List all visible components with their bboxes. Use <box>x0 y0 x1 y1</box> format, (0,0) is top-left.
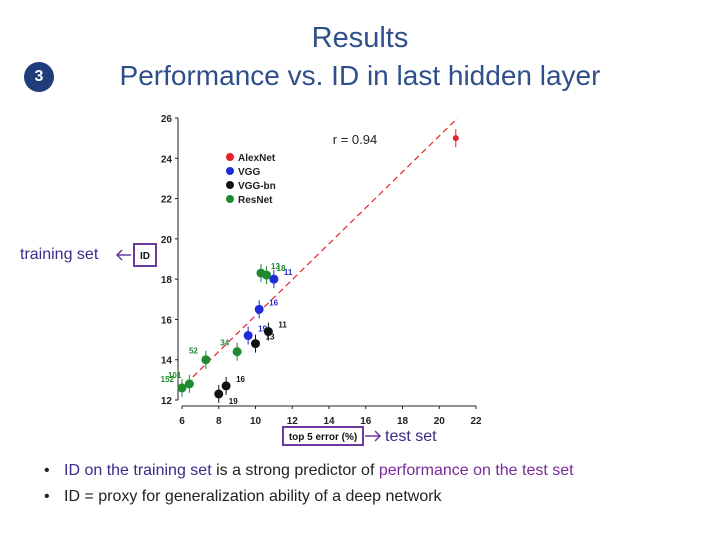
bullet-list: • ID on the training set is a strong pred… <box>44 462 574 514</box>
x-tick-label: 16 <box>360 416 372 427</box>
x-tick-label: 12 <box>287 416 299 427</box>
legend-marker <box>226 181 234 189</box>
y-tick-label: 24 <box>161 154 173 165</box>
slide-subtitle: Performance vs. ID in last hidden layer <box>119 60 601 91</box>
legend-label: VGG-bn <box>238 181 276 192</box>
x-tick-label: 8 <box>216 416 222 427</box>
legend-marker <box>226 167 234 175</box>
x-tick-label: 20 <box>434 416 446 427</box>
arrow-right-icon <box>365 430 382 442</box>
legend-marker <box>226 153 234 161</box>
arrow-left-icon <box>115 249 131 261</box>
x-tick-label: 6 <box>179 416 185 427</box>
point-label: 152 <box>161 375 175 384</box>
bullet-1-part-2: is a strong predictor of <box>211 462 379 479</box>
point-vgg-bn <box>221 381 231 391</box>
point-label: 18 <box>277 264 286 273</box>
xlabel: top 5 error (%) <box>289 432 357 443</box>
trend-line <box>185 117 459 385</box>
ylabel: ID <box>140 251 150 262</box>
bullet-1-part-3: performance on the test set <box>378 462 574 479</box>
chart-ticks: 12 14 16 18 20 22 24 26 6 8 10 12 14 16 18 20 22 <box>161 114 482 427</box>
point-label: 101 <box>168 371 182 380</box>
chart-axes <box>177 118 476 407</box>
point-vgg-bn <box>251 339 260 349</box>
point-vgg <box>269 274 279 284</box>
point-label: 11 <box>284 268 293 277</box>
point-vgg-bn <box>214 389 224 399</box>
point-alexnet <box>452 135 459 142</box>
point-label: 16 <box>269 298 278 307</box>
legend-marker <box>226 195 234 203</box>
legend-label: VGG <box>238 167 260 178</box>
point-label: 13 <box>266 333 275 342</box>
point-label: 11 <box>278 321 287 330</box>
ylabel-box <box>133 243 157 267</box>
legend-label: AlexNet <box>238 153 276 164</box>
y-tick-label: 20 <box>161 235 173 246</box>
bullet-item: • ID = proxy for generalization ability o… <box>44 488 442 505</box>
point-resnet <box>201 355 211 365</box>
point-vgg <box>254 304 264 314</box>
y-tick-label: 22 <box>161 195 173 206</box>
point-resnet <box>184 379 194 389</box>
slide-title: Results <box>311 22 409 54</box>
x-tick-label: 10 <box>250 416 262 427</box>
point-label: 13 <box>271 262 280 271</box>
y-tick-label: 16 <box>161 315 173 326</box>
point-resnet <box>177 383 187 393</box>
x-tick-label: 14 <box>323 416 335 427</box>
y-tick-label: 26 <box>161 114 173 125</box>
bullet-2-text: ID = proxy for generalization ability of… <box>64 488 442 505</box>
test-set-label: test set <box>385 428 437 445</box>
x-tick-label: 18 <box>397 416 409 427</box>
bullet-item: • ID on the training set is a strong pred… <box>44 462 574 479</box>
xlabel-box <box>282 426 364 446</box>
point-vgg <box>243 331 253 341</box>
x-tick-label: 22 <box>470 416 482 427</box>
y-tick-label: 14 <box>161 356 173 367</box>
slide-number-badge: 3 <box>24 62 54 92</box>
point-label: 16 <box>236 375 245 384</box>
point-label: 19 <box>229 397 238 406</box>
point-label: 34 <box>220 339 229 348</box>
point-vgg-bn <box>263 327 273 337</box>
bullet-1-part-1: ID on the training set <box>64 462 212 479</box>
y-tick-label: 18 <box>161 275 173 286</box>
chart-legend: AlexNet VGG VGG-bn ResNet <box>226 153 276 206</box>
correlation-annotation: r = 0.94 <box>333 132 377 147</box>
point-resnet <box>256 268 266 278</box>
legend-label: ResNet <box>238 195 273 206</box>
point-resnet <box>232 347 242 357</box>
y-tick-label: 12 <box>161 396 173 407</box>
training-set-label: training set <box>20 246 99 263</box>
point-label: 19 <box>258 325 267 334</box>
point-label: 52 <box>189 347 198 356</box>
